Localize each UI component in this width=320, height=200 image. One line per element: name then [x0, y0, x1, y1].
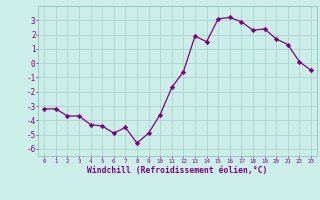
- X-axis label: Windchill (Refroidissement éolien,°C): Windchill (Refroidissement éolien,°C): [87, 166, 268, 175]
